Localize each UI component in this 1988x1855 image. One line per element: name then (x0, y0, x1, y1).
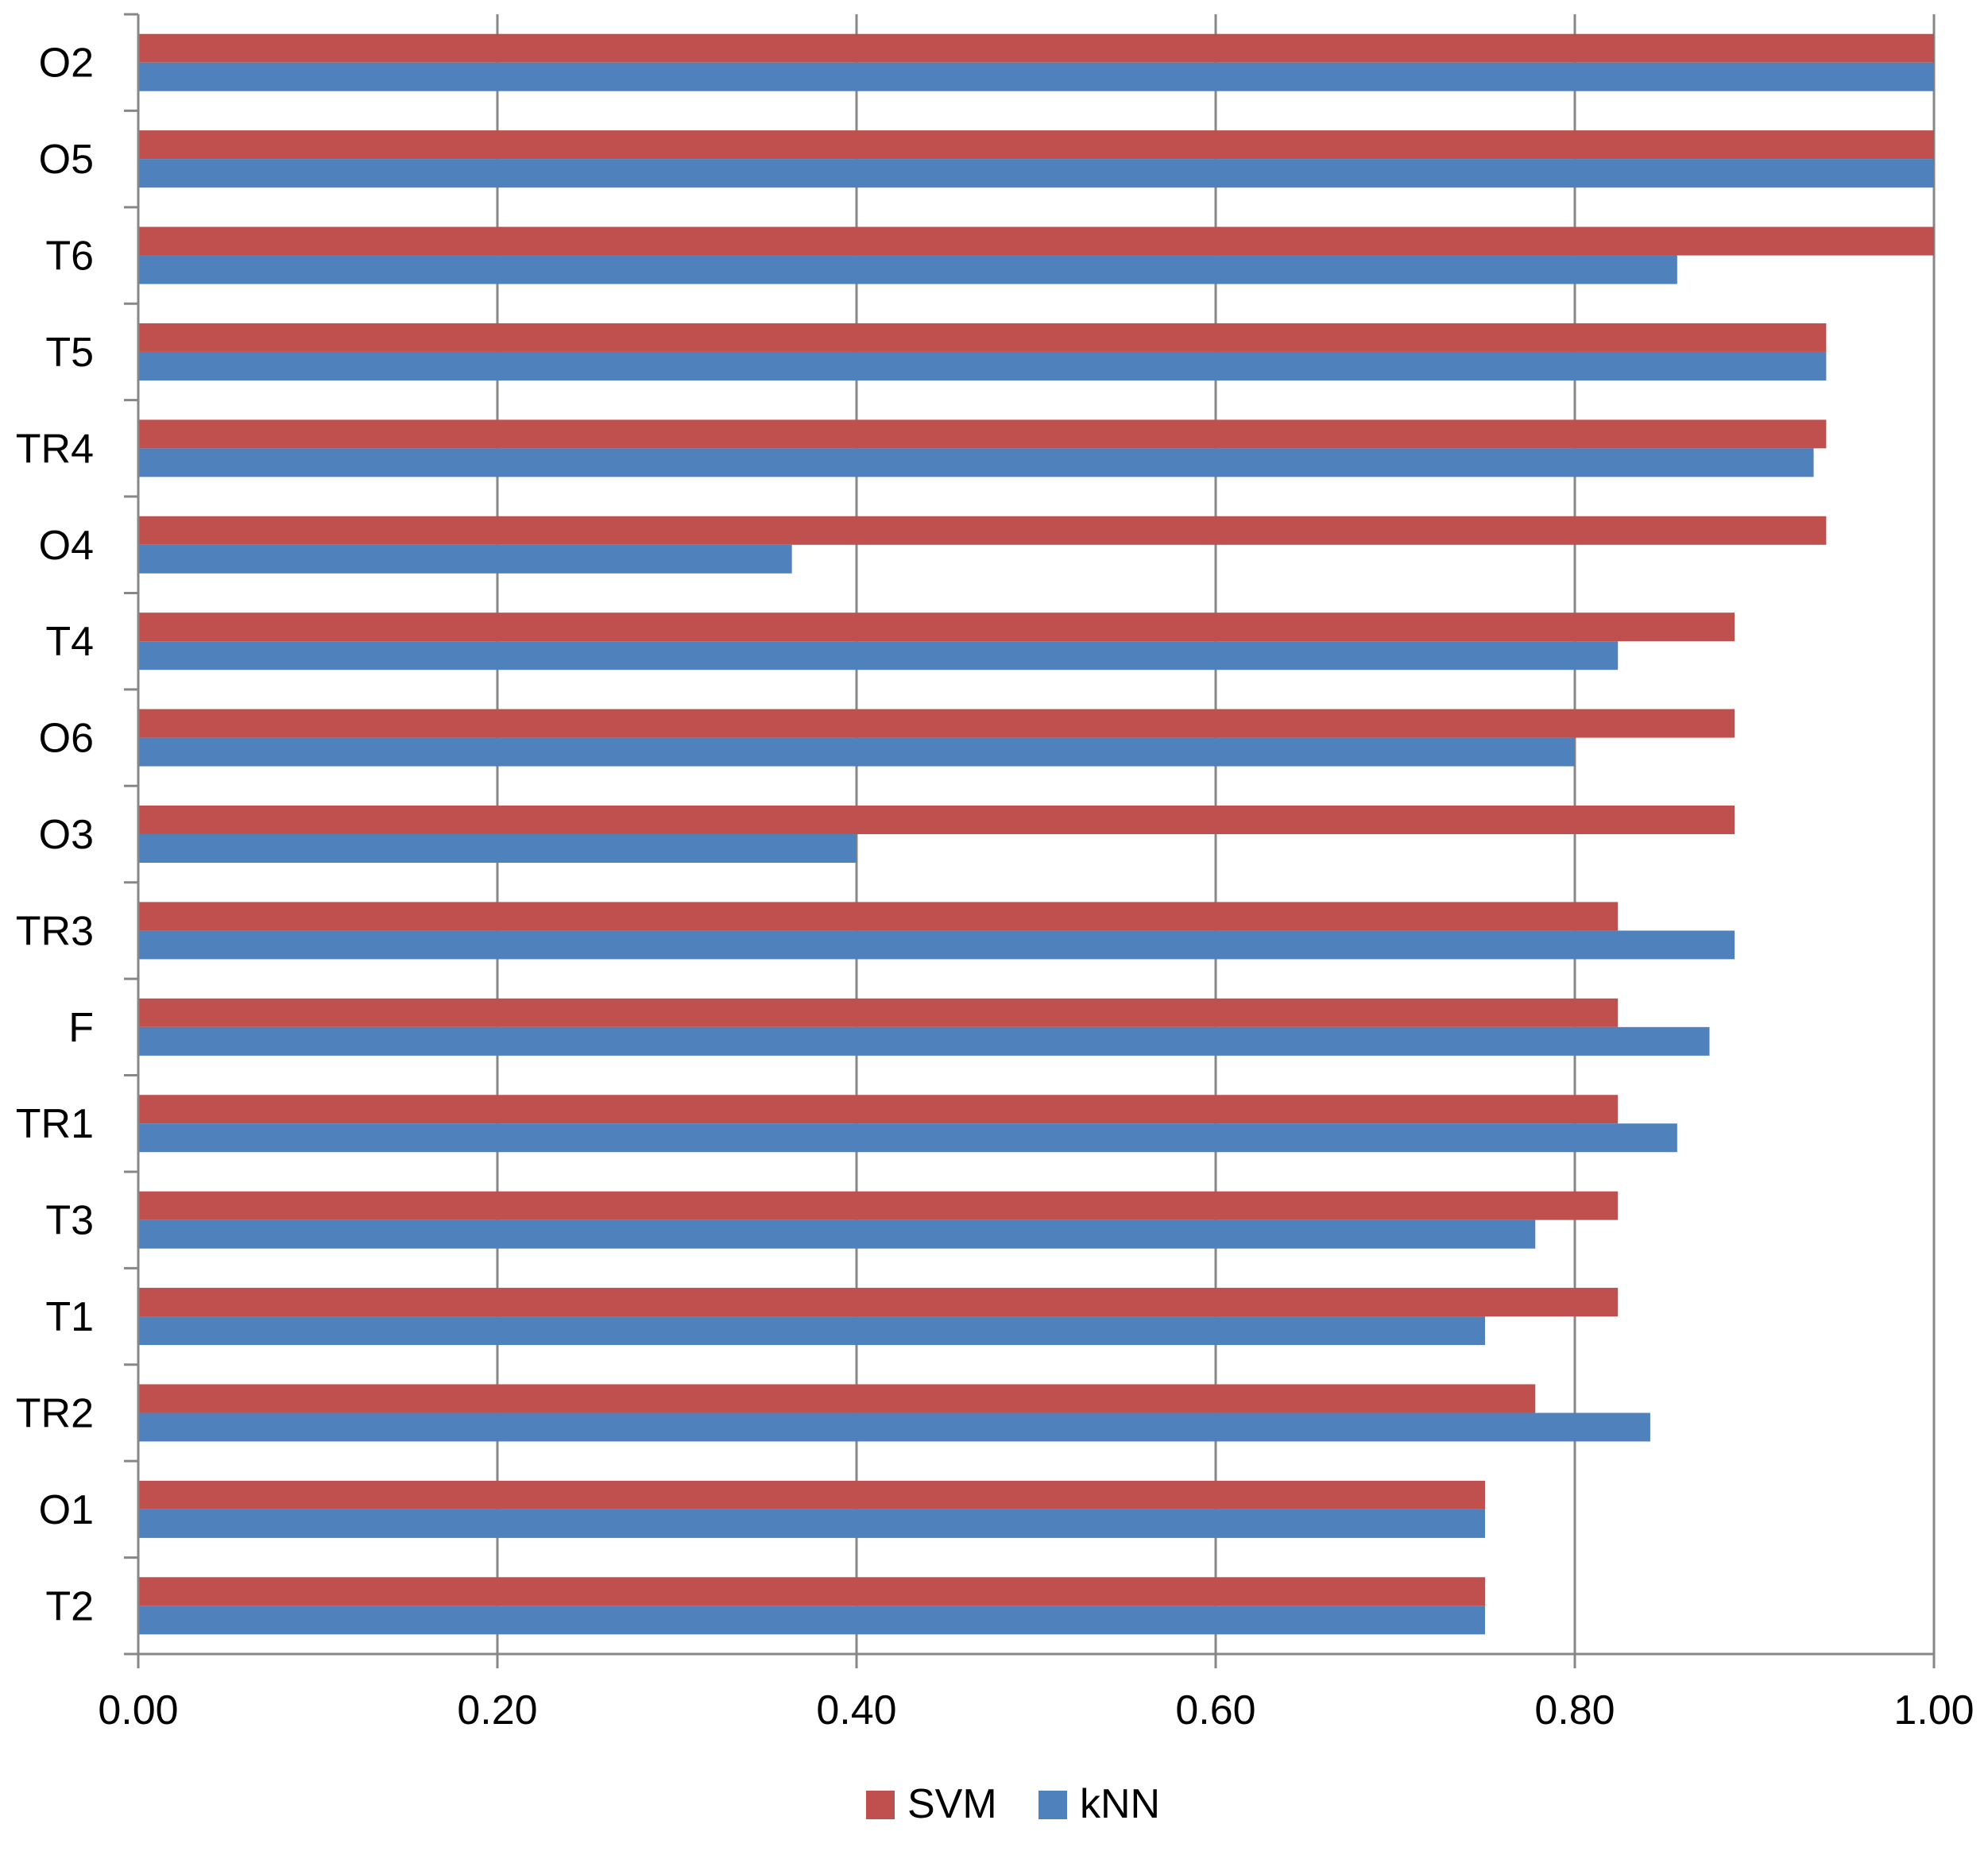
category-label-t5: T5 (45, 330, 94, 376)
bar-knn-o3 (138, 834, 857, 863)
bar-svm-o4 (138, 516, 1827, 545)
bar-knn-tr3 (138, 930, 1735, 960)
bar-knn-t2 (138, 1606, 1485, 1635)
bar-svm-o5 (138, 130, 1934, 160)
bar-knn-t3 (138, 1219, 1536, 1249)
bar-knn-o2 (138, 62, 1934, 91)
bar-svm-tr2 (138, 1384, 1536, 1413)
bar-knn-o1 (138, 1509, 1485, 1538)
legend-swatch-svm (866, 1791, 895, 1819)
bar-svm-o3 (138, 806, 1735, 834)
bar-svm-t3 (138, 1191, 1619, 1220)
category-label-o2: O2 (39, 41, 94, 87)
bar-svm-f (138, 998, 1619, 1027)
bar-svm-o2 (138, 33, 1934, 63)
bar-svm-tr1 (138, 1095, 1619, 1124)
x-tick-label-4: 0.80 (1534, 1687, 1615, 1733)
category-label-o3: O3 (39, 812, 94, 858)
category-label-o4: O4 (39, 523, 94, 569)
category-label-o1: O1 (39, 1487, 94, 1533)
bar-svm-o1 (138, 1480, 1485, 1509)
category-label-t6: T6 (45, 234, 94, 280)
category-label-tr2: TR2 (16, 1390, 94, 1436)
category-label-t1: T1 (45, 1294, 94, 1340)
x-tick-label-0: 0.00 (98, 1687, 178, 1733)
x-tick-label-5: 1.00 (1893, 1687, 1974, 1733)
bar-svm-o6 (138, 709, 1735, 738)
category-label-f: F (68, 1005, 94, 1051)
category-label-t2: T2 (45, 1583, 94, 1629)
bar-svm-tr3 (138, 902, 1619, 931)
category-label-tr4: TR4 (16, 426, 94, 472)
bar-knn-t1 (138, 1316, 1485, 1346)
axes (124, 13, 1936, 1668)
legend-label-svm: SVM (907, 1781, 997, 1827)
x-tick-label-2: 0.40 (816, 1687, 896, 1733)
bar-svm-t5 (138, 323, 1827, 352)
legend: SVM kNN (866, 1781, 1160, 1827)
bar-knn-o4 (138, 544, 792, 574)
bar-svm-tr4 (138, 419, 1827, 449)
legend-label-knn: kNN (1080, 1781, 1160, 1827)
bar-knn-t4 (138, 641, 1619, 671)
bar-svm-t6 (138, 226, 1934, 256)
bar-knn-o5 (138, 159, 1934, 188)
bar-svm-t1 (138, 1288, 1619, 1317)
x-tick-label-3: 0.60 (1175, 1687, 1255, 1733)
category-label-tr3: TR3 (16, 908, 94, 954)
bar-knn-tr1 (138, 1123, 1677, 1153)
category-label-o5: O5 (39, 137, 94, 183)
bar-knn-f (138, 1026, 1710, 1056)
category-label-tr1: TR1 (16, 1101, 94, 1147)
bar-svm-t4 (138, 613, 1735, 642)
legend-swatch-knn (1038, 1791, 1067, 1819)
category-label-o6: O6 (39, 716, 94, 762)
category-label-t4: T4 (45, 619, 94, 665)
x-tick-label-1: 0.20 (457, 1687, 537, 1733)
bar-knn-tr2 (138, 1413, 1650, 1442)
category-label-t3: T3 (45, 1198, 94, 1244)
bars (138, 33, 1934, 1635)
labels: O2 O5 T6 T5 TR4 O4 T4 O6 O3 TR3 F TR1 T3 T1 TR2 O1 T2 0.0… (16, 41, 1974, 1733)
bar-knn-tr4 (138, 448, 1814, 477)
bar-knn-o6 (138, 737, 1575, 767)
bar-knn-t5 (138, 351, 1827, 381)
bar-svm-t2 (138, 1577, 1485, 1606)
bar-knn-t6 (138, 255, 1677, 284)
